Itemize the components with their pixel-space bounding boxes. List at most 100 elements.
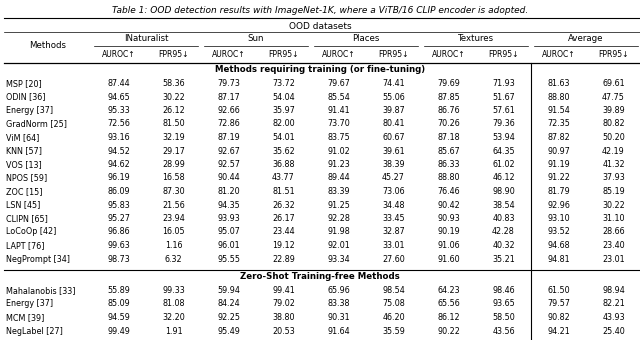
Text: 91.98: 91.98 — [327, 227, 350, 237]
Text: 95.55: 95.55 — [217, 255, 240, 264]
Text: 38.80: 38.80 — [272, 313, 295, 322]
Text: 94.35: 94.35 — [217, 201, 240, 209]
Text: 1.91: 1.91 — [164, 326, 182, 336]
Text: 58.36: 58.36 — [162, 79, 185, 88]
Text: 85.67: 85.67 — [437, 147, 460, 155]
Text: 46.20: 46.20 — [382, 313, 405, 322]
Text: 37.93: 37.93 — [602, 173, 625, 183]
Text: 30.22: 30.22 — [602, 201, 625, 209]
Text: 98.54: 98.54 — [382, 286, 405, 295]
Text: 35.21: 35.21 — [492, 255, 515, 264]
Text: 96.19: 96.19 — [107, 173, 130, 183]
Text: 71.93: 71.93 — [492, 79, 515, 88]
Text: 70.26: 70.26 — [437, 119, 460, 129]
Text: 79.02: 79.02 — [272, 300, 295, 308]
Text: 98.94: 98.94 — [602, 286, 625, 295]
Text: 85.54: 85.54 — [327, 92, 350, 102]
Text: 87.44: 87.44 — [107, 79, 130, 88]
Text: 80.82: 80.82 — [602, 119, 625, 129]
Text: 25.40: 25.40 — [602, 326, 625, 336]
Text: 94.65: 94.65 — [107, 92, 130, 102]
Text: 50.20: 50.20 — [602, 133, 625, 142]
Text: AUROC↑: AUROC↑ — [322, 50, 355, 59]
Text: 55.06: 55.06 — [382, 92, 405, 102]
Text: 88.80: 88.80 — [437, 173, 460, 183]
Text: AUROC↑: AUROC↑ — [102, 50, 135, 59]
Text: 91.02: 91.02 — [327, 147, 350, 155]
Text: 26.32: 26.32 — [272, 201, 295, 209]
Text: 96.86: 96.86 — [107, 227, 130, 237]
Text: 69.61: 69.61 — [602, 79, 625, 88]
Text: 83.38: 83.38 — [327, 300, 349, 308]
Text: 33.01: 33.01 — [382, 241, 404, 250]
Text: 90.44: 90.44 — [217, 173, 240, 183]
Text: 23.01: 23.01 — [602, 255, 625, 264]
Text: 23.40: 23.40 — [602, 241, 625, 250]
Text: 61.50: 61.50 — [547, 286, 570, 295]
Text: 81.20: 81.20 — [217, 187, 240, 196]
Text: 46.12: 46.12 — [492, 173, 515, 183]
Text: 93.34: 93.34 — [327, 255, 350, 264]
Text: FPR95↓: FPR95↓ — [158, 50, 189, 59]
Text: AUROC↑: AUROC↑ — [541, 50, 575, 59]
Text: 32.87: 32.87 — [382, 227, 405, 237]
Text: 42.28: 42.28 — [492, 227, 515, 237]
Text: 93.16: 93.16 — [107, 133, 130, 142]
Text: 98.73: 98.73 — [107, 255, 130, 264]
Text: 96.01: 96.01 — [217, 241, 240, 250]
Text: 92.96: 92.96 — [547, 201, 570, 209]
Text: 53.94: 53.94 — [492, 133, 515, 142]
Text: CLIPN [65]: CLIPN [65] — [6, 214, 48, 223]
Text: 58.50: 58.50 — [492, 313, 515, 322]
Text: 99.49: 99.49 — [107, 326, 130, 336]
Text: 33.45: 33.45 — [382, 214, 405, 223]
Text: 42.19: 42.19 — [602, 147, 625, 155]
Text: 43.77: 43.77 — [272, 173, 295, 183]
Text: ViM [64]: ViM [64] — [6, 133, 40, 142]
Text: 65.96: 65.96 — [327, 286, 350, 295]
Text: 73.06: 73.06 — [382, 187, 405, 196]
Text: 23.44: 23.44 — [272, 227, 295, 237]
Text: 93.52: 93.52 — [547, 227, 570, 237]
Text: LAPT [76]: LAPT [76] — [6, 241, 45, 250]
Text: 92.01: 92.01 — [327, 241, 350, 250]
Text: 26.17: 26.17 — [272, 214, 295, 223]
Text: 93.10: 93.10 — [547, 214, 570, 223]
Text: Average: Average — [568, 34, 604, 43]
Text: FPR95↓: FPR95↓ — [378, 50, 409, 59]
Text: 43.93: 43.93 — [602, 313, 625, 322]
Text: 87.82: 87.82 — [547, 133, 570, 142]
Text: FPR95↓: FPR95↓ — [488, 50, 519, 59]
Text: 86.33: 86.33 — [437, 160, 460, 169]
Text: MSP [20]: MSP [20] — [6, 79, 42, 88]
Text: NegLabel [27]: NegLabel [27] — [6, 326, 63, 336]
Text: 94.62: 94.62 — [107, 160, 130, 169]
Text: 26.12: 26.12 — [162, 106, 185, 115]
Text: 91.60: 91.60 — [437, 255, 460, 264]
Text: 16.05: 16.05 — [162, 227, 185, 237]
Text: 79.67: 79.67 — [327, 79, 350, 88]
Text: 29.17: 29.17 — [162, 147, 185, 155]
Text: 6.32: 6.32 — [164, 255, 182, 264]
Text: 39.61: 39.61 — [382, 147, 405, 155]
Text: LSN [45]: LSN [45] — [6, 201, 40, 209]
Text: 95.27: 95.27 — [107, 214, 130, 223]
Text: 64.23: 64.23 — [437, 286, 460, 295]
Text: 94.81: 94.81 — [547, 255, 570, 264]
Text: 94.21: 94.21 — [547, 326, 570, 336]
Text: 28.66: 28.66 — [602, 227, 625, 237]
Text: 30.22: 30.22 — [162, 92, 185, 102]
Text: 87.18: 87.18 — [437, 133, 460, 142]
Text: NegPrompt [34]: NegPrompt [34] — [6, 255, 70, 264]
Text: 81.79: 81.79 — [547, 187, 570, 196]
Text: 90.22: 90.22 — [437, 326, 460, 336]
Text: 19.12: 19.12 — [272, 241, 295, 250]
Text: 54.04: 54.04 — [272, 92, 295, 102]
Text: 90.42: 90.42 — [437, 201, 460, 209]
Text: 21.56: 21.56 — [162, 201, 185, 209]
Text: 90.97: 90.97 — [547, 147, 570, 155]
Text: 93.65: 93.65 — [492, 300, 515, 308]
Text: 89.44: 89.44 — [327, 173, 350, 183]
Text: 90.19: 90.19 — [437, 227, 460, 237]
Text: 28.99: 28.99 — [162, 160, 185, 169]
